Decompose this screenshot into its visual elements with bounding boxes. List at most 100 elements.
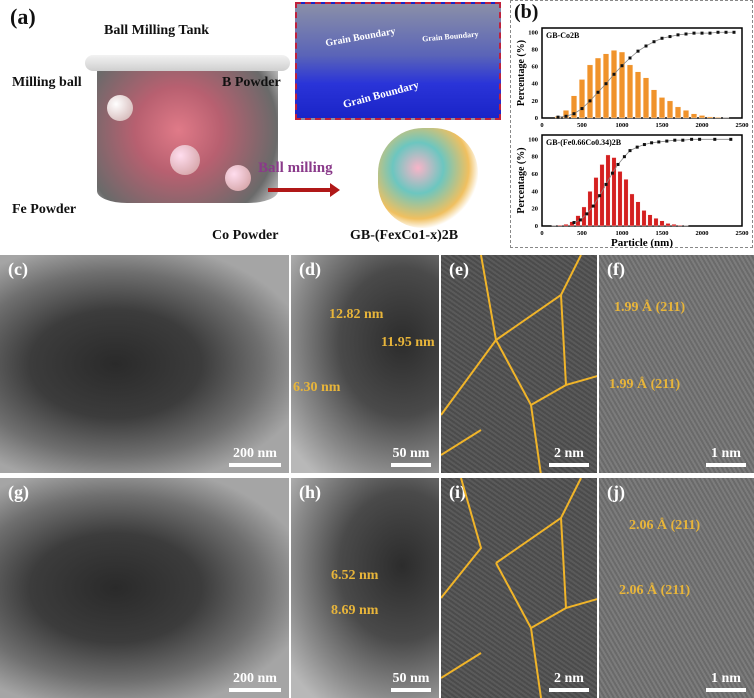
bar bbox=[629, 193, 635, 227]
y-tick-label: 60 bbox=[532, 171, 539, 178]
bar bbox=[635, 201, 641, 227]
milling-ball-label: Milling ball bbox=[12, 75, 82, 90]
cumulative-point bbox=[652, 40, 656, 44]
bar bbox=[557, 224, 563, 227]
cumulative-point bbox=[692, 31, 696, 35]
scale-bar-label: 50 nm bbox=[392, 671, 430, 686]
panel-label: (h) bbox=[299, 482, 321, 502]
panel-label: (f) bbox=[607, 259, 625, 279]
arrow-icon bbox=[268, 188, 334, 192]
bar bbox=[647, 214, 653, 227]
scale-bar: 50 nm bbox=[391, 671, 431, 692]
panel-label: (e) bbox=[449, 259, 469, 279]
measurement-annotation: 1.99 Å (211) bbox=[609, 377, 681, 392]
y-axis-label: Percentage (%) bbox=[516, 40, 527, 106]
bar bbox=[650, 89, 658, 119]
bar bbox=[611, 157, 617, 227]
scale-bar-label: 2 nm bbox=[554, 671, 584, 686]
b-powder-label: B Powder bbox=[222, 75, 281, 90]
cumulative-point bbox=[708, 31, 712, 35]
measurement-annotation: 12.82 nm bbox=[329, 307, 384, 322]
bar bbox=[617, 171, 623, 227]
cumulative-point bbox=[636, 49, 640, 53]
scale-bar: 1 nm bbox=[706, 671, 746, 692]
bar bbox=[605, 154, 611, 227]
panel-a-label: (a) bbox=[10, 4, 36, 29]
cumulative-point bbox=[644, 44, 648, 48]
tem-panel-f: (f) 1 nm 1.99 Å (211) 1.99 Å (211) bbox=[599, 255, 754, 473]
cumulative-point bbox=[668, 35, 672, 39]
bar bbox=[666, 100, 674, 119]
measurement-annotation: 8.69 nm bbox=[331, 603, 379, 618]
scale-bar-label: 1 nm bbox=[711, 671, 741, 686]
bar bbox=[706, 116, 714, 119]
cumulative-point bbox=[650, 141, 654, 145]
measurement-annotation: 1.99 Å (211) bbox=[614, 300, 686, 315]
measurement-annotation: 6.30 nm bbox=[293, 380, 341, 395]
bar bbox=[587, 191, 593, 227]
product-label: GB-(FexCo1-x)2B bbox=[350, 228, 459, 243]
panel-label: (d) bbox=[299, 259, 321, 279]
y-axis-label: Percentage (%) bbox=[516, 147, 527, 213]
tem-panel-c: (c) 200 nm bbox=[0, 255, 289, 473]
panel-a: (a) Ball Milling Tank Milling ball B Pow… bbox=[0, 0, 510, 248]
bar bbox=[610, 50, 618, 119]
x-tick-label: 1500 bbox=[656, 122, 669, 129]
cumulative-point bbox=[610, 171, 614, 175]
particle-cluster-illustration bbox=[378, 128, 478, 228]
cumulative-point bbox=[622, 155, 626, 159]
arrow-head-icon bbox=[330, 183, 340, 197]
y-tick-label: 40 bbox=[532, 188, 539, 195]
x-tick-label: 2500 bbox=[736, 230, 749, 237]
cumulative-point bbox=[620, 64, 624, 68]
fe-powder-label: Fe Powder bbox=[12, 202, 77, 217]
bar bbox=[602, 53, 610, 119]
bar bbox=[634, 71, 642, 119]
y-tick-label: 20 bbox=[532, 206, 539, 213]
scale-bar-label: 50 nm bbox=[392, 446, 430, 461]
bar bbox=[690, 113, 698, 119]
cumulative-point bbox=[564, 114, 568, 118]
x-tick-label: 2000 bbox=[696, 230, 709, 237]
scale-bar: 50 nm bbox=[391, 446, 431, 467]
measurement-annotation: 2.06 Å (211) bbox=[619, 583, 691, 598]
co-powder-label: Co Powder bbox=[212, 228, 279, 243]
bar bbox=[658, 97, 666, 119]
tank-title: Ball Milling Tank bbox=[104, 23, 210, 38]
panel-label: (g) bbox=[8, 482, 29, 502]
y-tick-label: 80 bbox=[532, 154, 539, 161]
bar bbox=[659, 220, 665, 227]
cumulative-point bbox=[673, 138, 677, 142]
cumulative-point bbox=[684, 32, 688, 36]
cumulative-point bbox=[698, 137, 702, 141]
scale-bar: 1 nm bbox=[706, 446, 746, 467]
y-tick-label: 20 bbox=[532, 98, 539, 105]
cumulative-point bbox=[596, 90, 600, 94]
bar bbox=[562, 110, 570, 119]
x-tick-label: 0 bbox=[540, 230, 543, 237]
bar bbox=[671, 224, 677, 227]
scale-bar: 2 nm bbox=[549, 446, 589, 467]
bar bbox=[618, 51, 626, 119]
y-tick-label: 80 bbox=[532, 46, 539, 53]
cumulative-point bbox=[572, 221, 576, 225]
chart-1: 0 500 1000 1500 2000 2500 0 20 40 60 80 100Percenta… bbox=[516, 134, 749, 249]
grain-boundary-lines bbox=[441, 478, 597, 698]
tem-panel-e: (e) 2 nm bbox=[441, 255, 597, 473]
bar bbox=[626, 64, 634, 119]
panel-label: (c) bbox=[8, 259, 28, 279]
scale-bar-label: 2 nm bbox=[554, 446, 584, 461]
bar bbox=[623, 178, 629, 227]
bar bbox=[586, 64, 594, 119]
legend-label: GB-Co2B bbox=[546, 31, 580, 40]
cumulative-point bbox=[616, 162, 620, 166]
panel-label: (i) bbox=[449, 482, 466, 502]
cumulative-point bbox=[681, 138, 685, 142]
panel-b-label: (b) bbox=[514, 1, 539, 23]
particle-size-charts: 0 500 1000 1500 2000 2500020406080100Percenta… bbox=[516, 27, 749, 249]
y-tick-label: 100 bbox=[528, 29, 538, 36]
scale-bar: 2 nm bbox=[549, 671, 589, 692]
measurement-annotation: 6.52 nm bbox=[331, 568, 379, 583]
tem-panel-d: (d) 50 nm 12.82 nm 11.95 nm 6.30 nm bbox=[291, 255, 439, 473]
tem-panel-j: (j) 1 nm 2.06 Å (211) 2.06 Å (211) bbox=[599, 478, 754, 698]
